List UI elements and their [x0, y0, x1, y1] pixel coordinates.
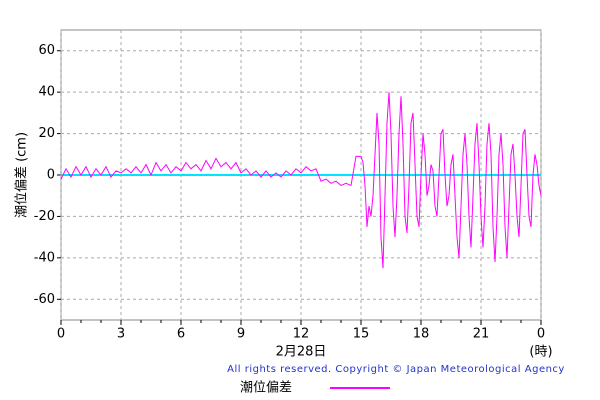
y-tick-label: 60 — [38, 43, 55, 58]
y-tick-label: 0 — [47, 168, 55, 183]
x-axis-unit: (時) — [529, 345, 552, 360]
x-tick-label: 3 — [117, 327, 125, 342]
x-axis-label: 2月28日 — [276, 345, 327, 360]
x-tick-label: 18 — [413, 327, 430, 342]
x-tick-label: 15 — [353, 327, 370, 342]
data-line — [60, 92, 542, 269]
copyright: All rights reserved. Copyright © Japan M… — [227, 364, 565, 375]
x-tick-label: 0 — [57, 327, 65, 342]
y-axis-label: 潮位偏差 (cm) — [15, 132, 30, 218]
x-tick-label: 21 — [473, 327, 490, 342]
x-tick-label: 6 — [177, 327, 185, 342]
x-tick-label: 0 — [537, 327, 545, 342]
legend-label: 潮位偏差 — [240, 381, 292, 396]
y-tick-label: 20 — [38, 126, 55, 141]
y-tick-label: -40 — [34, 250, 55, 265]
x-tick-label: 9 — [237, 327, 245, 342]
y-tick-label: 40 — [38, 85, 55, 100]
x-tick-label: 12 — [293, 327, 310, 342]
y-tick-label: -20 — [34, 209, 55, 224]
y-tick-label: -60 — [34, 292, 55, 307]
